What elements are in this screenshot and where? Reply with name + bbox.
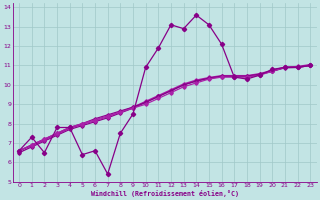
X-axis label: Windchill (Refroidissement éolien,°C): Windchill (Refroidissement éolien,°C) bbox=[91, 190, 239, 197]
